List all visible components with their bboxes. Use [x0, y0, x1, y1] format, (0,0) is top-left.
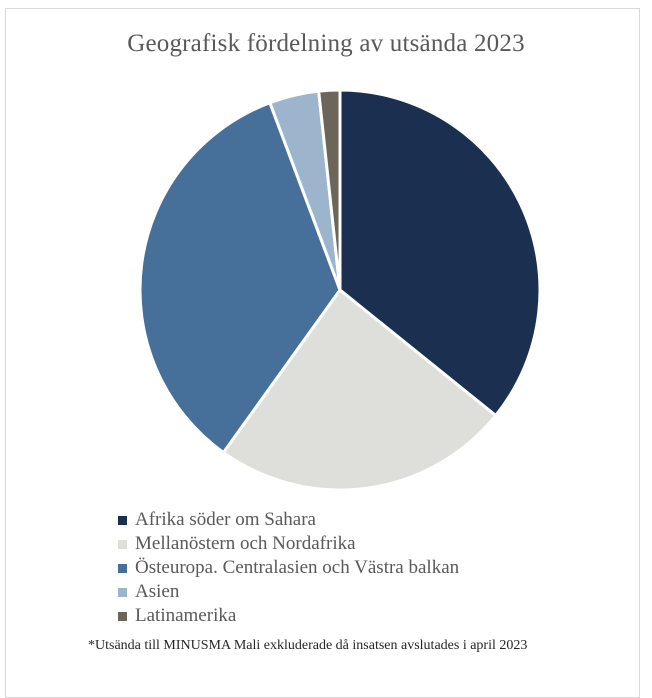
legend-label: Östeuropa. Centralasien och Västra balka… — [135, 557, 460, 578]
legend-label: Afrika söder om Sahara — [135, 509, 316, 530]
legend-swatch — [118, 539, 127, 549]
footnote: *Utsända till MINUSMA Mali exkluderade d… — [88, 638, 528, 653]
legend-item: Asien — [118, 580, 459, 604]
legend-swatch — [118, 587, 127, 597]
pie-chart — [138, 88, 542, 492]
legend-item: Latinamerika — [118, 604, 459, 628]
pie-slice — [317, 88, 342, 292]
pie-slice — [221, 288, 498, 492]
pie-slice — [138, 101, 342, 455]
legend-label: Mellanöstern och Nordafrika — [135, 533, 356, 554]
chart-title: Geografisk fördelning av utsända 2023 — [127, 30, 525, 57]
legend-swatch — [118, 515, 127, 525]
legend-item: Östeuropa. Centralasien och Västra balka… — [118, 556, 459, 580]
legend-label: Latinamerika — [135, 605, 237, 626]
pie-slice — [338, 88, 542, 418]
legend-swatch — [118, 563, 127, 573]
legend-item: Mellanöstern och Nordafrika — [118, 532, 459, 556]
legend: Afrika söder om Sahara Mellanöstern och … — [118, 508, 459, 628]
legend-label: Asien — [135, 581, 180, 602]
legend-swatch — [118, 611, 127, 621]
legend-item: Afrika söder om Sahara — [118, 508, 459, 532]
